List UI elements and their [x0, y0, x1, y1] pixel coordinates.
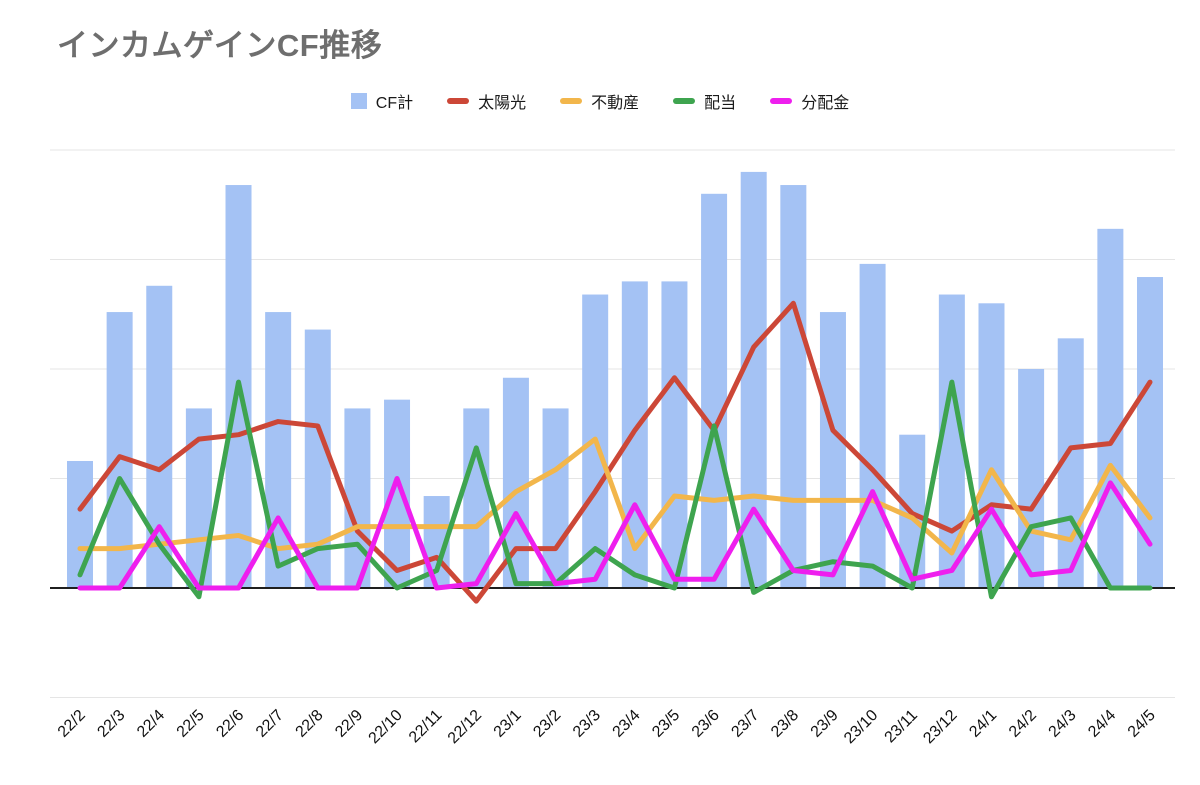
- line-distribution: [77, 476, 1153, 591]
- legend-swatch-solar-icon: [447, 98, 470, 104]
- legend-swatch-distribution-icon: [770, 98, 793, 104]
- legend-item-real-estate: 不動産: [560, 89, 639, 113]
- bar-cf-total: [1097, 228, 1124, 588]
- x-axis-label: 23/9: [808, 707, 842, 741]
- x-axis-label: 22/7: [253, 707, 287, 741]
- bar-cf-total: [859, 263, 886, 588]
- x-axis-label: 24/2: [1006, 707, 1040, 741]
- bar-cf-total: [463, 408, 490, 588]
- bar-cf-total: [701, 193, 728, 589]
- line-solar: [77, 300, 1153, 604]
- line-real-estate: [77, 436, 1153, 556]
- legend-label-distribution: 分配金: [801, 95, 850, 112]
- legend-label-cf-total: CF計: [375, 95, 414, 112]
- x-axis-label: 22/10: [366, 707, 406, 747]
- x-axis-label: 22/8: [293, 707, 327, 741]
- legend-label-solar: 太陽光: [478, 95, 527, 112]
- x-axis-label: 22/4: [134, 707, 168, 741]
- bar-cf-total: [1018, 369, 1045, 588]
- x-axis-label: 23/8: [768, 707, 802, 741]
- line-dividend: [77, 379, 1153, 600]
- x-axis-label: 23/6: [689, 707, 723, 741]
- bar-cf-total: [819, 312, 846, 588]
- legend-label-dividend: 配当: [704, 95, 737, 112]
- x-axis-label: 24/3: [1046, 707, 1080, 741]
- legend-swatch-cf-total-icon: [350, 93, 367, 109]
- bar-cf-total: [661, 281, 688, 588]
- x-axis-label: 22/11: [406, 707, 446, 747]
- chart-title: インカムゲインCF推移: [57, 28, 383, 63]
- legend-label-real-estate: 不動産: [591, 95, 640, 112]
- x-axis-label: 22/5: [174, 707, 208, 741]
- x-axis-label: 23/2: [530, 707, 564, 741]
- x-axis-label: 23/1: [491, 707, 525, 741]
- legend-swatch-dividend-icon: [673, 98, 696, 104]
- chart-legend: CF計 太陽光 不動産 配当 分配金: [0, 89, 1200, 113]
- bar-cf-total: [384, 399, 411, 588]
- x-axis-label: 24/4: [1085, 707, 1119, 741]
- x-axis-label: 23/12: [920, 707, 960, 747]
- legend-item-distribution: 分配金: [770, 89, 849, 113]
- bar-cf-total: [67, 460, 93, 588]
- x-axis-label: 23/5: [649, 707, 683, 741]
- x-axis-label: 24/1: [966, 707, 1000, 741]
- bar-cf-total: [1137, 277, 1163, 588]
- x-axis-label: 23/11: [882, 707, 922, 747]
- legend-item-dividend: 配当: [673, 89, 736, 113]
- x-axis-label: 22/3: [94, 707, 128, 741]
- legend-item-cf-total: CF計: [350, 89, 414, 113]
- x-axis-label: 22/12: [445, 707, 485, 747]
- legend-swatch-real-estate-icon: [560, 98, 583, 104]
- x-axis-label: 22/9: [332, 707, 366, 741]
- x-axis-label: 22/2: [55, 707, 89, 741]
- x-axis-label: 23/4: [610, 707, 644, 741]
- x-axis-label: 23/10: [841, 707, 881, 747]
- legend-item-solar: 太陽光: [447, 89, 526, 113]
- bar-cf-total: [106, 312, 133, 588]
- x-axis-label: 22/6: [213, 707, 247, 741]
- bar-cf-total: [265, 312, 292, 588]
- bar-cf-total: [542, 408, 569, 588]
- bar-cf-total: [780, 185, 807, 589]
- x-axis-label: 24/5: [1125, 707, 1159, 741]
- x-axis-label: 23/3: [570, 707, 604, 741]
- x-axis-label: 23/7: [728, 707, 762, 741]
